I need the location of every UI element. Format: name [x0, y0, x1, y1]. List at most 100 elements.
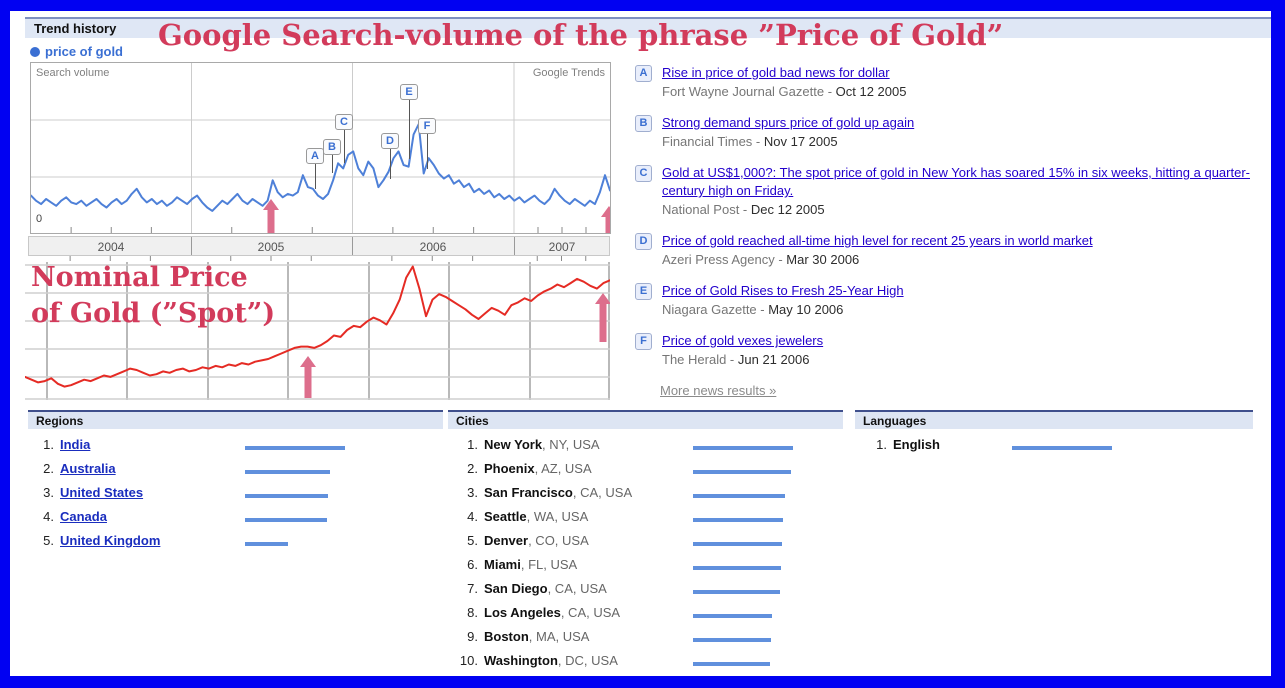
item-location-suffix: , CA, USA [560, 605, 621, 620]
item-location-suffix: , MA, USA [528, 629, 590, 644]
regions-row: 2. Australia [28, 461, 443, 485]
news-headline-link[interactable]: Price of gold vexes jewelers [662, 333, 824, 348]
flag-connector-line [409, 99, 410, 159]
rank-number: 7. [467, 581, 478, 596]
rank-number: 1. [467, 437, 478, 452]
data-line [31, 123, 610, 212]
news-item-D: D Price of gold reached all-time high lev… [635, 232, 1260, 269]
volume-bar [245, 446, 345, 450]
regions-rows: 1. India 2. Australia 3. United States 4. Canad… [28, 429, 443, 557]
spot-annotation-line2: of Gold (”Spot”) [31, 298, 276, 329]
year-separator [514, 237, 515, 255]
rank-number: 10. [459, 653, 478, 668]
news-letter-badge: E [635, 283, 652, 300]
volume-bar [693, 494, 785, 498]
news-item-text: Price of gold vexes jewelers The Herald -… [662, 332, 823, 369]
languages-row: 1. English [855, 437, 1253, 461]
news-item-text: Strong demand spurs price of gold up aga… [662, 114, 914, 151]
news-source: Fort Wayne Journal Gazette - Oct 12 2005 [662, 84, 907, 99]
data-line [25, 265, 610, 388]
news-headline-link[interactable]: Gold at US$1,000?: The spot price of gol… [662, 165, 1250, 198]
year-tick-label: 2007 [548, 240, 576, 254]
volume-bar [693, 446, 793, 450]
item-name: Los Angeles [484, 605, 561, 620]
legend-dot-icon [30, 47, 40, 57]
pink-arrow-icon [263, 199, 279, 233]
volume-bar [693, 518, 783, 522]
item-name: Denver [484, 533, 529, 548]
item-name: English [893, 437, 940, 452]
news-letter-badge: A [635, 65, 652, 82]
year-tick-label: 2006 [419, 240, 447, 254]
chart-flag-F: F [418, 118, 436, 134]
news-date: Nov 17 2005 [763, 134, 838, 149]
news-item-E: E Price of Gold Rises to Fresh 25-Year Hi… [635, 282, 1260, 319]
news-letter-badge: F [635, 333, 652, 350]
chart-flag-D: D [381, 133, 399, 149]
news-letter-badge: B [635, 115, 652, 132]
region-link[interactable]: Australia [60, 461, 116, 476]
flag-connector-line [344, 129, 345, 163]
pink-arrow-icon [595, 293, 610, 342]
item-location-suffix: , CA, USA [572, 485, 633, 500]
item-location-suffix: , AZ, USA [534, 461, 592, 476]
cities-row: 1. New York, NY, USA [448, 437, 843, 461]
cities-header: Cities [448, 410, 843, 429]
item-location-suffix: , CA, USA [547, 581, 607, 596]
y-axis-zero-label: 0 [36, 213, 43, 225]
news-date: May 10 2006 [768, 302, 844, 317]
region-link[interactable]: United States [60, 485, 144, 500]
news-source: National Post - Dec 12 2005 [662, 202, 825, 217]
cities-section: Cities 1. New York, NY, USA 2. Phoenix, AZ,… [448, 410, 843, 677]
gold-spot-price-chart [25, 256, 610, 400]
news-item-text: Gold at US$1,000?: The spot price of gol… [662, 164, 1260, 219]
news-headline-link[interactable]: Strong demand spurs price of gold up aga… [662, 115, 915, 130]
cities-row: 9. Boston, MA, USA [448, 629, 843, 653]
cities-row: 7. San Diego, CA, USA [448, 581, 843, 605]
news-source: Financial Times - Nov 17 2005 [662, 134, 838, 149]
rank-number: 1. [43, 437, 54, 452]
pink-arrow-icon [300, 356, 316, 398]
chart-flag-E: E [400, 84, 418, 100]
rank-number: 3. [43, 485, 54, 500]
item-location-suffix: , CO, USA [528, 533, 589, 548]
news-source: The Herald - Jun 21 2006 [662, 352, 810, 367]
news-item-F: F Price of gold vexes jewelers The Herald … [635, 332, 1260, 369]
rank-number: 5. [467, 533, 478, 548]
chart-label-search-volume: Search volume [36, 67, 110, 79]
rank-number: 1. [876, 437, 887, 452]
news-headline-link[interactable]: Rise in price of gold bad news for dolla… [662, 65, 890, 80]
news-item-A: A Rise in price of gold bad news for doll… [635, 64, 1260, 101]
region-link[interactable]: United Kingdom [60, 533, 161, 548]
news-source: Niagara Gazette - May 10 2006 [662, 302, 844, 317]
regions-row: 3. United States [28, 485, 443, 509]
news-results-list: A Rise in price of gold bad news for doll… [635, 64, 1260, 400]
chart-label-google-trends: Google Trends [532, 67, 605, 79]
cities-row: 3. San Francisco, CA, USA [448, 485, 843, 509]
item-location-suffix: , DC, USA [557, 653, 618, 668]
chart-flag-A: A [306, 148, 324, 164]
item-name: New York [484, 437, 543, 452]
year-axis-band: 2004 2005 2006 2007 [28, 236, 610, 256]
news-item-text: Price of Gold Rises to Fresh 25-Year Hig… [662, 282, 904, 319]
region-link[interactable]: Canada [60, 509, 107, 524]
more-news-results-link[interactable]: More news results » [660, 383, 777, 398]
more-news-results: More news results » [660, 382, 1260, 400]
chart-flag-B: B [323, 139, 341, 155]
cities-row: 5. Denver, CO, USA [448, 533, 843, 557]
regions-section: Regions 1. India 2. Australia 3. United State… [28, 410, 443, 557]
title-bar: Trend history [25, 17, 1271, 38]
volume-bar [245, 542, 288, 546]
item-location-suffix: , WA, USA [526, 509, 589, 524]
news-letter-badge: D [635, 233, 652, 250]
regions-header: Regions [28, 410, 443, 429]
news-headline-link[interactable]: Price of gold reached all-time high leve… [662, 233, 1093, 248]
year-tick-label: 2005 [257, 240, 285, 254]
spot-annotation-line1: Nominal Price [31, 262, 248, 293]
news-headline-link[interactable]: Price of Gold Rises to Fresh 25-Year Hig… [662, 283, 904, 298]
region-link[interactable]: India [60, 437, 91, 452]
cities-row: 10. Washington, DC, USA [448, 653, 843, 677]
search-volume-plot [31, 63, 610, 233]
